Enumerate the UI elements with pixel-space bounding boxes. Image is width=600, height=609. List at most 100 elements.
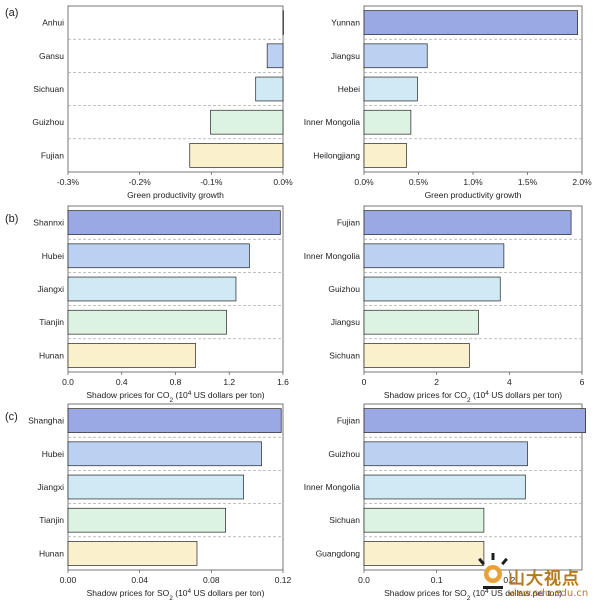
x-tick-label: -0.2%	[129, 177, 152, 187]
x-tick-label: 1.2	[223, 377, 235, 387]
x-axis-label-part: 4	[485, 588, 489, 595]
bar-jiangsu	[363, 309, 479, 335]
x-axis-label-part: (10	[471, 390, 486, 400]
category-label: Sichuan	[329, 350, 360, 360]
chart-3: Shannxi Hubei Jiangxi Tianjin Hunan 0.0 0.4 0.8…	[33, 205, 289, 404]
bar-guizhou	[210, 109, 284, 135]
bar-jiangsu	[363, 43, 428, 69]
x-tick-label: 0.2	[503, 575, 515, 585]
x-axis-label-part: Shadow prices for CO	[384, 390, 468, 400]
category-label: Inner Mongolia	[304, 117, 361, 127]
bar-inner-mongolia	[363, 109, 412, 135]
watermark-logo-icon	[478, 553, 508, 589]
bar-hunan	[67, 343, 197, 368]
watermark-name: 山大视点	[508, 569, 580, 589]
bar-hebei	[363, 76, 418, 102]
bar-jiangxi	[67, 474, 244, 500]
x-axis-label-part: 2	[169, 595, 173, 602]
x-tick-label: 0.5%	[409, 177, 429, 187]
x-tick-label: 1.5%	[518, 177, 538, 187]
x-axis-label-part: 2	[467, 397, 471, 404]
x-axis-label-part: 4	[485, 390, 489, 397]
x-tick-label: 1.0%	[463, 177, 483, 187]
category-label: Shannxi	[33, 218, 64, 228]
bar-hubei	[67, 243, 250, 269]
x-tick-label: 0.0%	[354, 177, 374, 187]
category-label: Sichuan	[33, 84, 64, 94]
panel-label-b: (b)	[5, 213, 18, 225]
chart-6: Fujian Guizhou Inner Mongolia Sichuan Guangd…	[304, 403, 586, 602]
chart-5: Shanghai Hubei Jiangxi Tianjin Hunan 0.00 0.04…	[28, 403, 292, 602]
x-tick-label: 2.0%	[572, 177, 592, 187]
category-label: Gansu	[39, 51, 64, 61]
panel-label-c: (c)	[5, 411, 18, 423]
bar-fujian	[189, 143, 284, 168]
x-axis-label: Green productivity growth	[127, 190, 224, 200]
panel-label-a: (a)	[5, 7, 18, 19]
category-label: Shanghai	[28, 416, 64, 426]
category-label: Anhui	[42, 18, 64, 28]
bar-shannxi	[67, 210, 281, 235]
bar-sichuan	[363, 343, 470, 368]
bar-tianjin	[67, 507, 227, 533]
x-tick-label: 0.08	[203, 575, 220, 585]
category-label: Hunan	[39, 548, 64, 558]
category-label: Tianjin	[39, 317, 64, 327]
x-axis-label: Shadow prices for SO2 (104 US dollars pe…	[384, 588, 562, 602]
category-label: Sichuan	[329, 515, 360, 525]
x-axis-label-part: 4	[188, 390, 192, 397]
x-axis-label: Shadow prices for CO2 (104 US dollars pe…	[86, 390, 264, 404]
x-tick-label: 0.8	[170, 377, 182, 387]
x-axis-label-part: Shadow prices for SO	[87, 588, 170, 598]
x-axis-label-part: US dollars per ton)	[489, 390, 562, 400]
category-label: Fujian	[41, 150, 64, 160]
bar-inner-mongolia	[363, 474, 526, 500]
x-axis-label-part: US dollars per ton)	[191, 390, 264, 400]
x-tick-label: 2	[434, 377, 439, 387]
bar-shanghai	[67, 408, 282, 433]
category-label: Heilongjiang	[313, 150, 360, 160]
bar-sichuan	[363, 507, 485, 533]
category-label: Jiangxi	[38, 482, 65, 492]
bar-fujian	[363, 210, 572, 235]
bar-guizhou	[363, 441, 528, 467]
x-tick-label: 0.4	[116, 377, 128, 387]
category-label: Guizhou	[32, 117, 64, 127]
x-axis-label-part: 2	[467, 595, 471, 602]
x-tick-label: 0.12	[275, 575, 292, 585]
bar-tianjin	[67, 309, 227, 335]
x-tick-label: 0.00	[60, 575, 77, 585]
bar-fujian	[363, 408, 586, 433]
watermark-url: view.sdu.edu.cn	[508, 588, 589, 599]
bar-inner-mongolia	[363, 243, 505, 269]
x-tick-label: 0.0%	[273, 177, 293, 187]
x-axis-label-part: US dollars per ton)	[191, 588, 264, 598]
category-label: Guizhou	[328, 449, 360, 459]
x-axis-label-part: US dollars per ton)	[489, 588, 562, 598]
category-label: Fujian	[337, 218, 360, 228]
bar-guizhou	[363, 276, 501, 302]
bar-guangdong	[363, 541, 485, 566]
x-tick-label: 0	[362, 377, 367, 387]
x-axis-label-part: Shadow prices for CO	[86, 390, 170, 400]
bar-jiangxi	[67, 276, 237, 302]
bar-heilongjiang	[363, 143, 407, 168]
category-label: Hubei	[42, 251, 64, 261]
x-axis-label-part: 2	[170, 397, 174, 404]
x-axis-label-part: Shadow prices for SO	[384, 588, 467, 598]
x-axis-label-part: (10	[470, 588, 485, 598]
x-tick-label: 0.04	[131, 575, 148, 585]
bar-sichuan	[255, 76, 284, 102]
x-tick-label: -0.1%	[200, 177, 223, 187]
chart-2: Yunnan Jiangsu Hebei Inner Mongolia Heilongj…	[304, 5, 592, 200]
x-axis-label-part: (10	[173, 390, 188, 400]
category-label: Hebei	[338, 84, 360, 94]
x-tick-label: 4	[507, 377, 512, 387]
x-axis-label: Green productivity growth	[425, 190, 522, 200]
watermark: 山大视点 view.sdu.edu.cn	[478, 546, 600, 606]
category-label: Fujian	[337, 416, 360, 426]
x-tick-label: 1.6	[277, 377, 289, 387]
category-label: Guangdong	[316, 548, 361, 558]
chart-1: Anhui Gansu Sichuan Guizhou Fujian -0.3% -0.2%…	[32, 5, 293, 200]
